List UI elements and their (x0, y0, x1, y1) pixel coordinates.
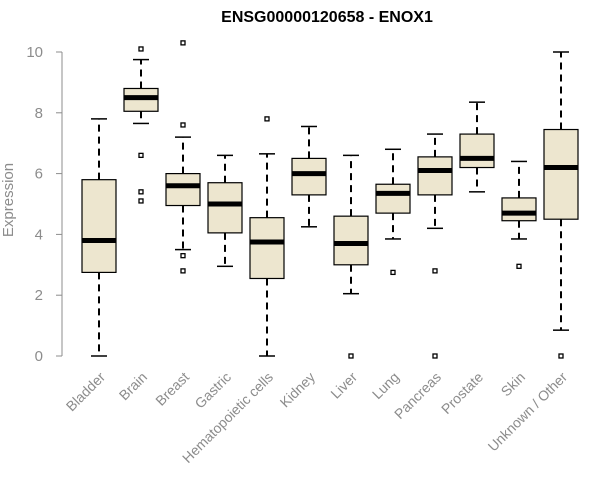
outlier-point (516, 263, 522, 269)
outlier-point (180, 268, 186, 274)
iqr-box (459, 133, 495, 169)
y-tick-label: 0 (35, 348, 43, 365)
iqr-box (417, 156, 453, 196)
box-skin (501, 160, 537, 269)
box-bladder (81, 118, 117, 357)
outlier-point (180, 122, 186, 128)
outlier-point (180, 40, 186, 46)
y-tick-label: 8 (35, 105, 43, 122)
box-group (81, 40, 579, 359)
outlier-point (180, 253, 186, 259)
x-tick-label: Brain (116, 369, 150, 403)
y-tick-label: 10 (26, 44, 43, 61)
y-tick-label: 2 (35, 287, 43, 304)
y-tick-label: 6 (35, 166, 43, 183)
y-axis-label: Expression (0, 163, 17, 237)
box-brain (123, 46, 159, 204)
iqr-box (207, 182, 243, 234)
x-tick-label: Lung (369, 369, 402, 402)
box-liver (333, 154, 369, 359)
outlier-point (348, 353, 354, 359)
outlier-point (138, 46, 144, 52)
outlier-point (138, 198, 144, 204)
x-tick-label: Kidney (277, 369, 319, 411)
outlier-point (390, 269, 396, 276)
outlier-point (558, 353, 564, 359)
box-pancreas (417, 133, 453, 359)
outlier-point (432, 353, 438, 359)
box-breast (165, 40, 201, 274)
chart-title: ENSG00000120658 - ENOX1 (221, 9, 433, 26)
x-tick-label: Skin (498, 369, 529, 400)
box-lung (375, 148, 411, 276)
box-prostate (459, 101, 495, 193)
iqr-box (291, 157, 327, 196)
iqr-box (333, 215, 369, 266)
box-unknown-other (543, 51, 579, 359)
box-gastric (207, 154, 243, 268)
x-tick-label: Bladder (63, 369, 109, 415)
x-tick-label: Unknown / Other (485, 369, 571, 455)
outlier-point (138, 189, 144, 195)
outlier-point (432, 268, 438, 274)
x-tick-label: Breast (152, 369, 192, 409)
x-tick-label: Pancreas (391, 369, 444, 422)
iqr-box (543, 128, 579, 220)
iqr-box (501, 197, 537, 222)
iqr-box (81, 179, 117, 273)
y-tick-label: 4 (35, 226, 43, 243)
x-tick-label: Prostate (438, 369, 486, 417)
iqr-box (165, 173, 201, 207)
y-axis: 0 2 4 6 8 10 (26, 44, 63, 365)
outlier-point (138, 152, 144, 159)
iqr-box (375, 183, 411, 214)
outlier-point (264, 116, 270, 122)
x-tick-label: Liver (327, 369, 360, 402)
box-hematopoietic-cells (249, 116, 285, 357)
box-kidney (291, 125, 327, 228)
iqr-box (249, 217, 285, 280)
